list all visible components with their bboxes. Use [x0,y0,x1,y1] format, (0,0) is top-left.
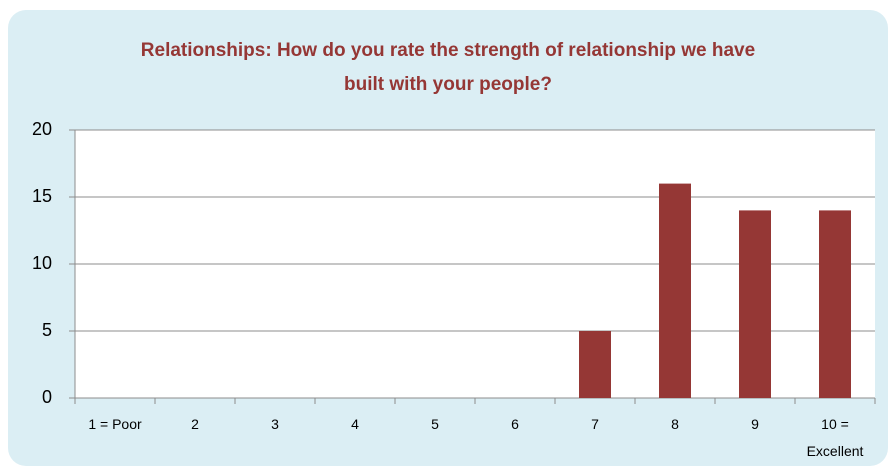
y-tick-label: 15 [32,186,52,206]
y-tick-label: 0 [42,387,52,407]
bar [819,210,851,398]
x-tick-label: 8 [671,416,679,432]
x-tick-label: 5 [431,416,439,432]
y-tick-label: 10 [32,253,52,273]
x-tick-label: 9 [751,416,759,432]
chart-title: Relationships: How do you rate the stren… [140,40,756,95]
y-tick-label: 20 [32,119,52,139]
bar [659,183,691,398]
x-tick-label: 10 = Excellent [806,416,864,459]
x-tick-label: 6 [511,416,519,432]
bar [579,331,611,398]
x-tick-label: 2 [191,416,199,432]
x-tick-label: 4 [351,416,359,432]
x-tick-label: 3 [271,416,279,432]
x-tick-label: 7 [591,416,599,432]
bar [739,210,771,398]
x-tick-label: 1 = Poor [88,416,142,432]
y-tick-label: 5 [42,320,52,340]
